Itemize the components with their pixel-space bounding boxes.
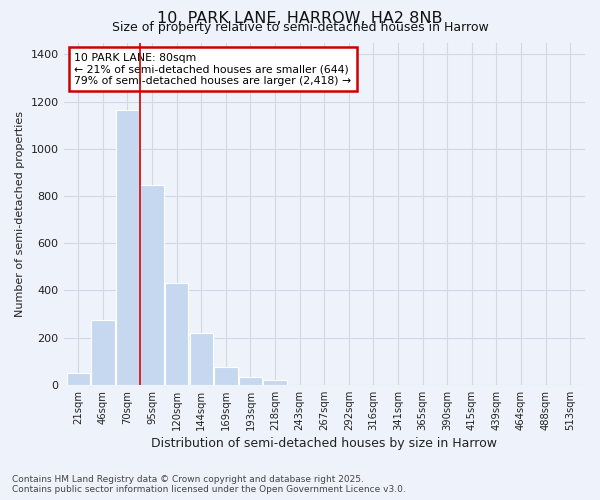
Bar bbox=[190, 333, 213, 385]
Bar bbox=[140, 186, 164, 385]
Bar bbox=[165, 284, 188, 385]
Bar bbox=[91, 320, 115, 385]
Bar bbox=[263, 380, 287, 385]
Text: Contains HM Land Registry data © Crown copyright and database right 2025.
Contai: Contains HM Land Registry data © Crown c… bbox=[12, 474, 406, 494]
Text: Size of property relative to semi-detached houses in Harrow: Size of property relative to semi-detach… bbox=[112, 22, 488, 35]
Text: 10, PARK LANE, HARROW, HA2 8NB: 10, PARK LANE, HARROW, HA2 8NB bbox=[157, 11, 443, 26]
X-axis label: Distribution of semi-detached houses by size in Harrow: Distribution of semi-detached houses by … bbox=[151, 437, 497, 450]
Bar bbox=[239, 376, 262, 385]
Text: 10 PARK LANE: 80sqm
← 21% of semi-detached houses are smaller (644)
79% of semi-: 10 PARK LANE: 80sqm ← 21% of semi-detach… bbox=[74, 53, 351, 86]
Bar bbox=[67, 373, 90, 385]
Bar bbox=[214, 367, 238, 385]
Y-axis label: Number of semi-detached properties: Number of semi-detached properties bbox=[15, 110, 25, 316]
Bar bbox=[116, 110, 139, 385]
